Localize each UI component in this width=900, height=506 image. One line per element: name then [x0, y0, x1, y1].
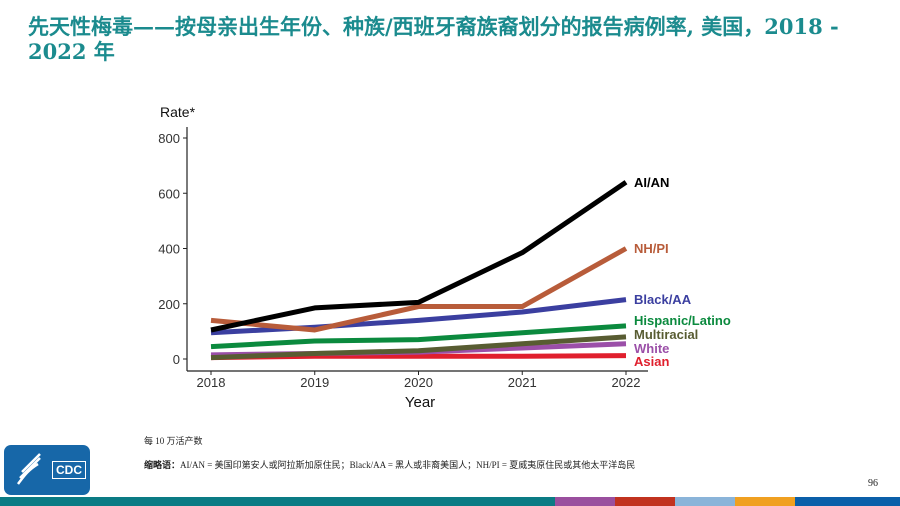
- series-label: White: [634, 341, 669, 356]
- series-label: Asian: [634, 354, 669, 369]
- series-label: Black/AA: [634, 292, 692, 307]
- y-axis-label: Rate*: [160, 104, 196, 120]
- strip-segment: [555, 497, 615, 506]
- strip-segment: [0, 497, 555, 506]
- series-label: Multiracial: [634, 327, 698, 342]
- strip-segment: [675, 497, 735, 506]
- series-line-ai-an: [210, 180, 628, 333]
- slide-title: 先天性梅毒——按母亲出生年份、种族/西班牙裔族裔划分的报告病例率, 美国，201…: [28, 14, 839, 64]
- x-tick-label: 2022: [612, 375, 641, 390]
- x-tick-label: 2021: [508, 375, 537, 390]
- y-tick-label: 0: [173, 352, 180, 367]
- y-tick-label: 800: [158, 131, 180, 146]
- abbreviations-label: 缩略语：: [144, 460, 181, 470]
- y-tick-label: 600: [158, 186, 180, 201]
- abbreviations-text: AI/AN = 美国印第安人或阿拉斯加原住民；Black/AA = 黑人或非裔美…: [180, 460, 636, 470]
- x-tick-label: 2018: [197, 375, 226, 390]
- color-strip: [0, 497, 900, 506]
- x-tick-label: 2019: [300, 375, 329, 390]
- series-label: Hispanic/Latino: [634, 313, 731, 328]
- series-line-nh-pi: [210, 246, 628, 333]
- hhs-eagle-icon: [16, 453, 41, 485]
- strip-segment: [615, 497, 675, 506]
- series-label: AI/AN: [634, 175, 669, 190]
- strip-segment: [795, 497, 900, 506]
- x-axis-label: Year: [405, 394, 435, 411]
- cdc-logo-text: CDC: [52, 461, 86, 479]
- page-number: 96: [868, 478, 878, 489]
- y-tick-label: 200: [158, 297, 180, 312]
- x-tick-label: 2020: [404, 375, 433, 390]
- footnote: 每 10 万活产数: [144, 436, 203, 446]
- series-line-multiracial: [210, 334, 627, 361]
- line-chart: Rate* Year 0 200 400 600 800 2018 2019 2020 202…: [158, 104, 731, 411]
- y-tick-label: 400: [158, 242, 180, 257]
- series-line-hispanic-latino: [210, 323, 627, 350]
- cdc-logo: CDC: [4, 445, 90, 495]
- abbreviations: 缩略语：AI/AN = 美国印第安人或阿拉斯加原住民；Black/AA = 黑人…: [144, 458, 635, 471]
- series-label: NH/PI: [634, 241, 669, 256]
- strip-segment: [735, 497, 795, 506]
